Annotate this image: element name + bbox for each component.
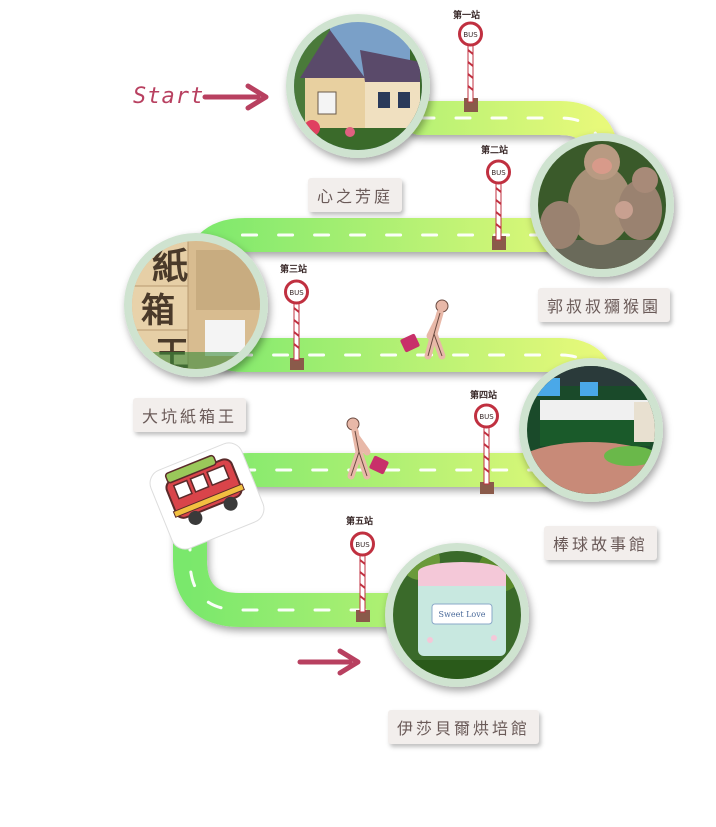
end-arrow xyxy=(297,648,361,676)
bus-stop-2: BUS xyxy=(486,159,511,250)
station-3-label: 第三站 xyxy=(280,265,308,275)
station-1-label: 第一站 xyxy=(453,11,481,21)
svg-text:BUS: BUS xyxy=(289,289,304,297)
svg-text:BUS: BUS xyxy=(479,413,494,421)
start-label: Start xyxy=(133,84,205,109)
stop-name-heart-garden: 心之芳庭 xyxy=(308,178,403,212)
bus-stop-4: BUS xyxy=(474,403,499,494)
stop-name-bakery: 伊莎貝爾烘培館 xyxy=(388,710,540,744)
svg-text:BUS: BUS xyxy=(491,169,506,177)
photo-bakery: Sweet Love xyxy=(385,543,529,687)
bus-stop-3: BUS xyxy=(284,279,309,370)
photo-carton-king: 紙 箱 王 xyxy=(124,233,268,377)
photo-monkey-park xyxy=(530,133,674,277)
stop-name-baseball-museum: 棒球故事館 xyxy=(544,526,658,560)
bus-stop-1: BUS xyxy=(458,21,483,112)
cake-box-label: Sweet Love xyxy=(439,610,486,619)
photo-baseball-museum xyxy=(519,358,663,502)
stop-name-carton-king: 大坑紙箱王 xyxy=(133,398,247,432)
station-5-label: 第五站 xyxy=(346,517,374,527)
carton-char-2: 箱 xyxy=(141,291,175,331)
start-arrow xyxy=(202,83,269,111)
svg-text:BUS: BUS xyxy=(355,541,370,549)
walking-traveler-icon xyxy=(400,299,449,360)
station-2-label: 第二站 xyxy=(481,146,509,156)
bus-stop-5: BUS xyxy=(350,531,375,622)
van-icon xyxy=(149,442,265,550)
stop-name-monkey-park: 郭叔叔獼猴園 xyxy=(538,288,671,322)
bus-sign-text: BUS xyxy=(463,31,478,39)
photo-heart-garden xyxy=(286,14,430,158)
walking-traveler-icon xyxy=(346,417,389,480)
station-4-label: 第四站 xyxy=(470,391,498,401)
